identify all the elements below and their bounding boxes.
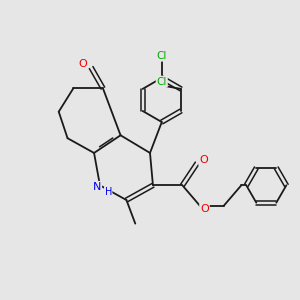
Text: O: O	[79, 59, 87, 69]
Text: H: H	[104, 187, 112, 197]
Text: Cl: Cl	[157, 76, 167, 86]
Text: N: N	[93, 182, 101, 192]
Text: O: O	[199, 155, 208, 165]
Text: O: O	[200, 204, 209, 214]
Text: Cl: Cl	[157, 51, 167, 61]
